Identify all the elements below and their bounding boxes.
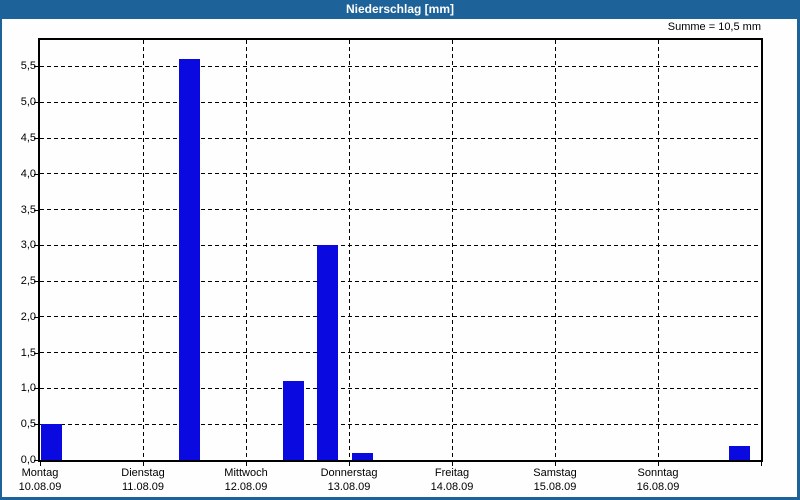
y-tick-label: 4,5 [20, 132, 36, 145]
x-tick [246, 462, 247, 466]
y-tick-label: 2,5 [20, 275, 36, 288]
h-gridline [40, 316, 761, 318]
x-day-label: Freitag 14.08.09 [401, 466, 503, 494]
sum-annotation: Summe = 10,5 mm [667, 21, 761, 33]
precipitation-bar [179, 59, 201, 460]
v-gridline [348, 40, 350, 460]
h-gridline [40, 65, 761, 67]
y-tick-label: 3,0 [20, 239, 36, 252]
h-gridline [40, 209, 761, 211]
x-tick [452, 462, 453, 466]
y-tick [34, 209, 38, 211]
y-tick [34, 316, 38, 318]
h-gridline [40, 244, 761, 246]
precipitation-bar [283, 381, 305, 460]
y-tick-label: 5,5 [20, 60, 36, 73]
date-label: 10.08.09 [18, 481, 62, 493]
x-day-label: Donnerstag 13.08.09 [298, 466, 400, 494]
x-day-label: Montag 10.08.09 [0, 466, 91, 494]
y-tick [34, 460, 38, 461]
v-gridline [142, 40, 144, 460]
date-label: 15.08.09 [533, 481, 577, 493]
x-day-label: Samstag 15.08.09 [504, 466, 606, 494]
y-tick [34, 388, 38, 390]
chart-title: Niederschlag [mm] [345, 2, 455, 16]
y-tick [34, 245, 38, 247]
plot-canvas [40, 40, 761, 460]
x-day-label: Sonntag 16.08.09 [607, 466, 709, 494]
h-gridline [40, 352, 761, 354]
x-tick [761, 462, 762, 466]
y-tick-label: 0,0 [20, 454, 36, 466]
precipitation-bar [41, 424, 63, 460]
y-tick-label: 5,0 [20, 96, 36, 109]
y-tick [34, 66, 38, 68]
y-tick-label: 0,5 [20, 418, 36, 431]
weekday-label: Sonntag [637, 467, 679, 479]
x-day-label: Mittwoch 12.08.09 [195, 466, 297, 494]
y-tick-label: 4,0 [20, 167, 36, 180]
x-day-label: Dienstag 11.08.09 [92, 466, 194, 494]
x-tick [555, 462, 556, 466]
y-tick-label: 2,0 [20, 310, 36, 323]
precipitation-bar [317, 245, 339, 460]
precipitation-bar [729, 445, 751, 460]
date-label: 16.08.09 [636, 481, 680, 493]
y-tick-label: 1,5 [20, 346, 36, 359]
v-gridline [554, 40, 556, 460]
x-tick [349, 462, 350, 466]
weekday-label: Montag [21, 467, 59, 479]
weekday-label: Donnerstag [320, 467, 378, 479]
weekday-label: Samstag [533, 467, 577, 479]
y-tick [34, 352, 38, 354]
date-label: 12.08.09 [224, 481, 268, 493]
x-tick [143, 462, 144, 466]
y-tick [34, 281, 38, 283]
date-label: 13.08.09 [327, 481, 371, 493]
y-tick-label: 1,0 [20, 382, 36, 395]
title-bar: Niederschlag [mm] [0, 0, 800, 19]
y-tick [34, 138, 38, 140]
weekday-label: Freitag [434, 467, 470, 479]
plot-area [38, 38, 763, 462]
h-gridline [40, 280, 761, 282]
h-gridline [40, 173, 761, 175]
y-tick [34, 424, 38, 426]
weekday-label: Mittwoch [224, 467, 268, 479]
v-gridline [245, 40, 247, 460]
y-tick [34, 102, 38, 104]
h-gridline [40, 101, 761, 103]
y-tick-label: 3,5 [20, 203, 36, 216]
date-label: 11.08.09 [121, 481, 164, 493]
precipitation-bar [352, 452, 374, 460]
date-label: 14.08.09 [430, 481, 474, 493]
window-border-right [797, 19, 800, 500]
h-gridline [40, 387, 761, 389]
window-border-left [0, 19, 2, 500]
weekday-label: Dienstag [121, 467, 165, 479]
y-tick [34, 173, 38, 175]
v-gridline [657, 40, 659, 460]
x-tick [40, 462, 41, 466]
h-gridline [40, 137, 761, 139]
h-gridline [40, 423, 761, 425]
x-tick [658, 462, 659, 466]
v-gridline [451, 40, 453, 460]
window-border-bottom [0, 497, 800, 500]
